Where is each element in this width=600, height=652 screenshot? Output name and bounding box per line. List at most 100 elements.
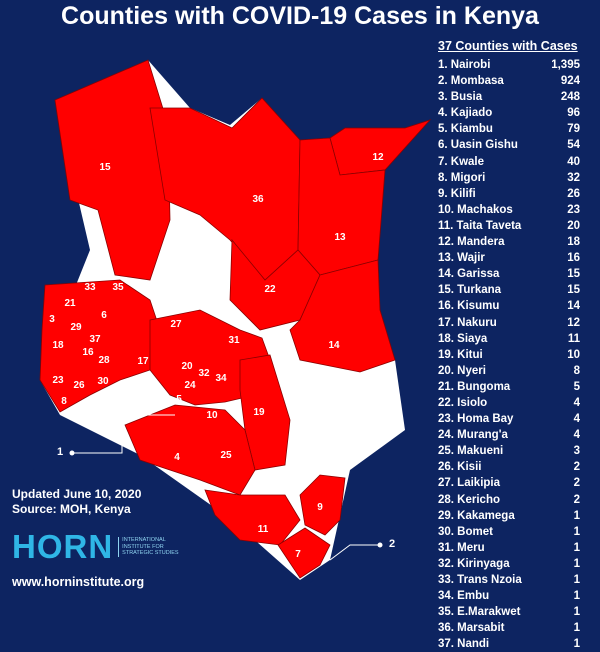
case-count: 96	[567, 107, 580, 120]
legend-row: 23. Homa Bay 4	[438, 411, 580, 427]
callout-line-1	[72, 414, 175, 454]
county-number-label: 13	[334, 232, 346, 243]
county-name: 35. E.Marakwet	[438, 606, 521, 619]
county-name: 13. Wajir	[438, 252, 485, 265]
county-number-label: 31	[228, 335, 240, 346]
county-number-label: 3	[49, 314, 55, 325]
county-number-label: 18	[52, 340, 64, 351]
legend-row: 15. Turkana 15	[438, 282, 580, 298]
county-number-label: 8	[61, 396, 67, 407]
county-number-label: 28	[98, 355, 110, 366]
county-number-label: 30	[97, 376, 109, 387]
website-link[interactable]: www.horninstitute.org	[12, 575, 145, 589]
county-number-label: 4	[174, 452, 180, 463]
legend-row: 30. Bomet 1	[438, 524, 580, 540]
legend-row: 9. Kilifi 26	[438, 186, 580, 202]
legend-row: 6. Uasin Gishu 54	[438, 137, 580, 153]
updated-date: Updated June 10, 2020	[12, 487, 142, 501]
case-count: 11	[567, 332, 580, 345]
county-number-label: 22	[264, 284, 276, 295]
legend-row: 8. Migori 32	[438, 170, 580, 186]
legend-row: 3. Busia 248	[438, 89, 580, 105]
county-name: 30. Bomet	[438, 525, 493, 538]
legend-row: 18. Siaya 11	[438, 331, 580, 347]
case-count: 4	[573, 429, 580, 442]
county-name: 7. Kwale	[438, 155, 485, 168]
legend-row: 21. Bungoma 5	[438, 379, 580, 395]
county-number-label: 7	[295, 549, 301, 560]
case-count: 1	[573, 622, 580, 635]
county-name: 4. Kajiado	[438, 107, 493, 120]
county-name: 10. Machakos	[438, 203, 513, 216]
county-turkana[interactable]	[54, 59, 171, 281]
county-number-label: 12	[372, 152, 384, 163]
county-name: 3. Busia	[438, 91, 483, 104]
county-number-label: 27	[170, 319, 182, 330]
county-name: 17. Nakuru	[438, 316, 497, 329]
legend-row: 19. Kitui 10	[438, 347, 580, 363]
legend-row: 4. Kajiado 96	[438, 105, 580, 121]
county-name: 26. Kisii	[438, 461, 482, 474]
county-name: 28. Kericho	[438, 493, 500, 506]
case-count: 14	[567, 300, 580, 313]
county-garissa[interactable]	[289, 259, 396, 373]
case-count: 8	[573, 364, 580, 377]
legend-row: 22. Isiolo 4	[438, 395, 580, 411]
case-count: 1,395	[551, 59, 580, 71]
county-kilifi[interactable]	[299, 474, 346, 536]
county-mandera[interactable]	[329, 119, 432, 176]
case-count: 924	[560, 75, 580, 88]
legend-row: 1. Nairobi 1,395	[438, 57, 580, 73]
county-kajiado-makueni[interactable]	[124, 404, 256, 496]
legend-row: 7. Kwale 40	[438, 154, 580, 170]
case-count: 1	[573, 557, 580, 570]
case-count: 26	[567, 187, 580, 200]
legend-row: 31. Meru 1	[438, 540, 580, 556]
case-count: 1	[573, 509, 580, 522]
case-count: 10	[567, 348, 580, 361]
case-count: 2	[573, 461, 580, 474]
county-number-label: 10	[206, 410, 218, 421]
county-west-cluster[interactable]	[39, 279, 161, 413]
county-name: 34. Embu	[438, 590, 490, 603]
case-count: 2	[573, 493, 580, 506]
county-kwale[interactable]	[277, 527, 331, 579]
case-count: 20	[567, 219, 580, 232]
legend-row: 11. Taita Taveta 20	[438, 218, 580, 234]
county-name: 18. Siaya	[438, 332, 488, 345]
county-name: 16. Kisumu	[438, 300, 500, 313]
case-count: 4	[573, 413, 580, 426]
case-count: 1	[573, 606, 580, 619]
county-name: 2. Mombasa	[438, 75, 504, 88]
county-name: 31. Meru	[438, 541, 485, 554]
county-name: 22. Isiolo	[438, 396, 488, 409]
county-taita-taveta[interactable]	[204, 489, 301, 546]
legend-row: 33. Trans Nzoia 1	[438, 572, 580, 588]
callout-label-1: 1	[57, 446, 64, 458]
callout-label-2: 2	[389, 538, 396, 550]
callout-line-2	[329, 544, 380, 561]
county-name: 32. Kirinyaga	[438, 557, 510, 570]
county-number-label: 29	[70, 322, 82, 333]
case-count: 54	[567, 139, 580, 152]
county-name: 36. Marsabit	[438, 622, 505, 635]
case-count: 2	[573, 477, 580, 490]
county-kitui[interactable]	[239, 354, 291, 471]
case-count: 1	[573, 638, 580, 651]
case-count: 4	[573, 396, 580, 409]
case-count: 40	[567, 155, 580, 168]
county-name: 15. Turkana	[438, 284, 502, 297]
county-name: 19. Kitui	[438, 348, 483, 361]
legend-row: 13. Wajir 16	[438, 250, 580, 266]
case-count: 248	[560, 91, 580, 104]
county-name: 33. Trans Nzoia	[438, 574, 522, 586]
legend-row: 37. Nandi 1	[438, 636, 580, 652]
county-number-label: 14	[328, 340, 340, 351]
legend-row: 20. Nyeri 8	[438, 363, 580, 379]
case-count: 32	[567, 171, 580, 184]
legend-heading: 37 Counties with Cases	[438, 39, 578, 53]
legend-row: 5. Kiambu 79	[438, 121, 580, 137]
case-count: 1	[573, 525, 580, 538]
case-count: 79	[567, 123, 580, 136]
